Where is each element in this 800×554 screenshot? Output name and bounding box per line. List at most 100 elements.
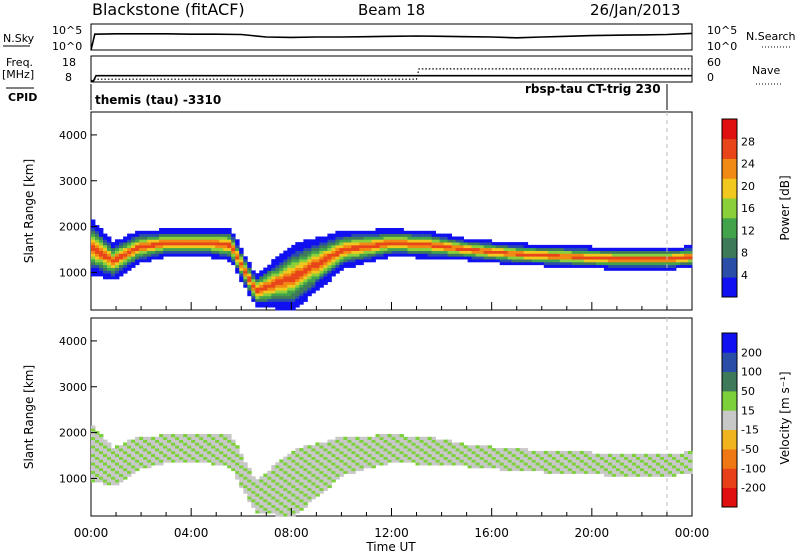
heatmap-cell — [171, 436, 176, 440]
heatmap-cell — [119, 473, 124, 477]
heatmap-cell — [295, 493, 300, 497]
heatmap-cell — [359, 261, 364, 266]
heatmap-cell — [311, 462, 316, 466]
heatmap-cell — [335, 244, 340, 249]
heatmap-cell — [259, 298, 264, 302]
heatmap-cell — [447, 456, 452, 460]
heatmap-cell — [443, 456, 448, 460]
heatmap-cell — [319, 448, 324, 452]
cpid-label: CPID — [8, 91, 37, 104]
heatmap-cell — [583, 259, 589, 263]
heatmap-cell — [563, 256, 569, 260]
heatmap-cell — [435, 233, 440, 237]
heatmap-cell — [647, 462, 653, 466]
heatmap-cell — [371, 253, 376, 257]
heatmap-cell — [235, 264, 240, 268]
heatmap-cell — [211, 242, 216, 246]
heatmap-cell — [479, 465, 484, 469]
heatmap-cell — [303, 281, 308, 285]
heatmap-cell — [255, 281, 260, 285]
heatmap-cell — [315, 490, 320, 494]
heatmap-cell — [303, 244, 308, 249]
heatmap-cell — [263, 490, 268, 494]
heatmap-cell — [503, 462, 509, 466]
heatmap-cell — [115, 462, 120, 466]
heatmap-cell — [327, 462, 332, 466]
heatmap-cell — [199, 250, 204, 254]
nsearch-label: N.Search — [746, 30, 796, 43]
colorbar-cell — [722, 449, 737, 469]
heatmap-cell — [91, 470, 96, 474]
heatmap-cell — [279, 278, 284, 283]
heatmap-cell — [555, 247, 561, 251]
heatmap-cell — [151, 448, 156, 452]
heatmap-cell — [559, 244, 565, 249]
heatmap-cell — [267, 482, 272, 486]
heatmap-cell — [451, 250, 456, 254]
heatmap-cell — [187, 247, 192, 251]
heatmap-cell — [303, 462, 308, 466]
heatmap-cell — [283, 490, 288, 494]
heatmap-cell — [295, 453, 300, 457]
heatmap-cell — [295, 504, 300, 508]
heatmap-cell — [676, 247, 681, 251]
heatmap-cell — [99, 450, 104, 455]
heatmap-cell — [547, 264, 553, 268]
heatmap-cell — [191, 442, 196, 446]
heatmap-cell — [327, 244, 332, 249]
heatmap-cell — [367, 453, 372, 457]
heatmap-cell — [299, 298, 304, 302]
heatmap-cell — [619, 462, 625, 466]
heatmap-cell — [151, 462, 156, 466]
heatmap-cell — [291, 459, 296, 463]
heatmap-cell — [659, 259, 665, 263]
heatmap-cell — [291, 264, 296, 268]
heatmap-cell — [355, 456, 360, 460]
heatmap-cell — [215, 228, 220, 232]
heatmap-cell — [191, 436, 196, 440]
heatmap-cell — [283, 501, 288, 506]
heatmap-cell — [672, 267, 677, 271]
heatmap-cell — [91, 450, 96, 455]
heatmap-cell — [271, 510, 276, 514]
heatmap-cell — [359, 462, 364, 466]
heatmap-cell — [315, 273, 320, 277]
heatmap-cell — [347, 244, 352, 249]
heatmap-cell — [395, 228, 400, 232]
heatmap-cell — [655, 267, 661, 271]
heatmap-cell — [607, 459, 613, 463]
heatmap-cell — [555, 453, 561, 457]
heatmap-cell — [451, 244, 456, 249]
heatmap-cell — [575, 259, 581, 263]
heatmap-cell — [643, 264, 649, 268]
heatmap-cell — [655, 473, 661, 477]
heatmap-cell — [263, 287, 268, 291]
heatmap-cell — [591, 264, 597, 268]
heatmap-cell — [507, 450, 513, 455]
heatmap-cell — [664, 473, 669, 477]
heatmap-cell — [175, 228, 180, 232]
heatmap-cell — [607, 456, 613, 460]
heatmap-cell — [135, 247, 140, 251]
heatmap-cell — [511, 453, 517, 457]
heatmap-cell — [111, 462, 116, 466]
heatmap-cell — [307, 239, 312, 243]
heatmap-cell — [375, 247, 380, 251]
heatmap-cell — [303, 247, 308, 251]
heatmap-cell — [311, 465, 316, 469]
colorbar-tick-label: 12 — [741, 224, 755, 237]
heatmap-cell — [215, 253, 220, 257]
heatmap-cell — [183, 442, 188, 446]
heatmap-cell — [159, 250, 164, 254]
heatmap-cell — [163, 456, 168, 460]
heatmap-cell — [435, 462, 440, 466]
heatmap-cell — [139, 244, 144, 249]
heatmap-cell — [619, 470, 625, 474]
nsky-tick-bottom: 10^0 — [52, 40, 82, 53]
heatmap-cell — [359, 436, 364, 440]
heatmap-cell — [95, 459, 100, 463]
heatmap-cell — [107, 264, 112, 268]
heatmap-cell — [207, 228, 212, 232]
heatmap-cell — [303, 456, 308, 460]
heatmap-cell — [291, 453, 296, 457]
